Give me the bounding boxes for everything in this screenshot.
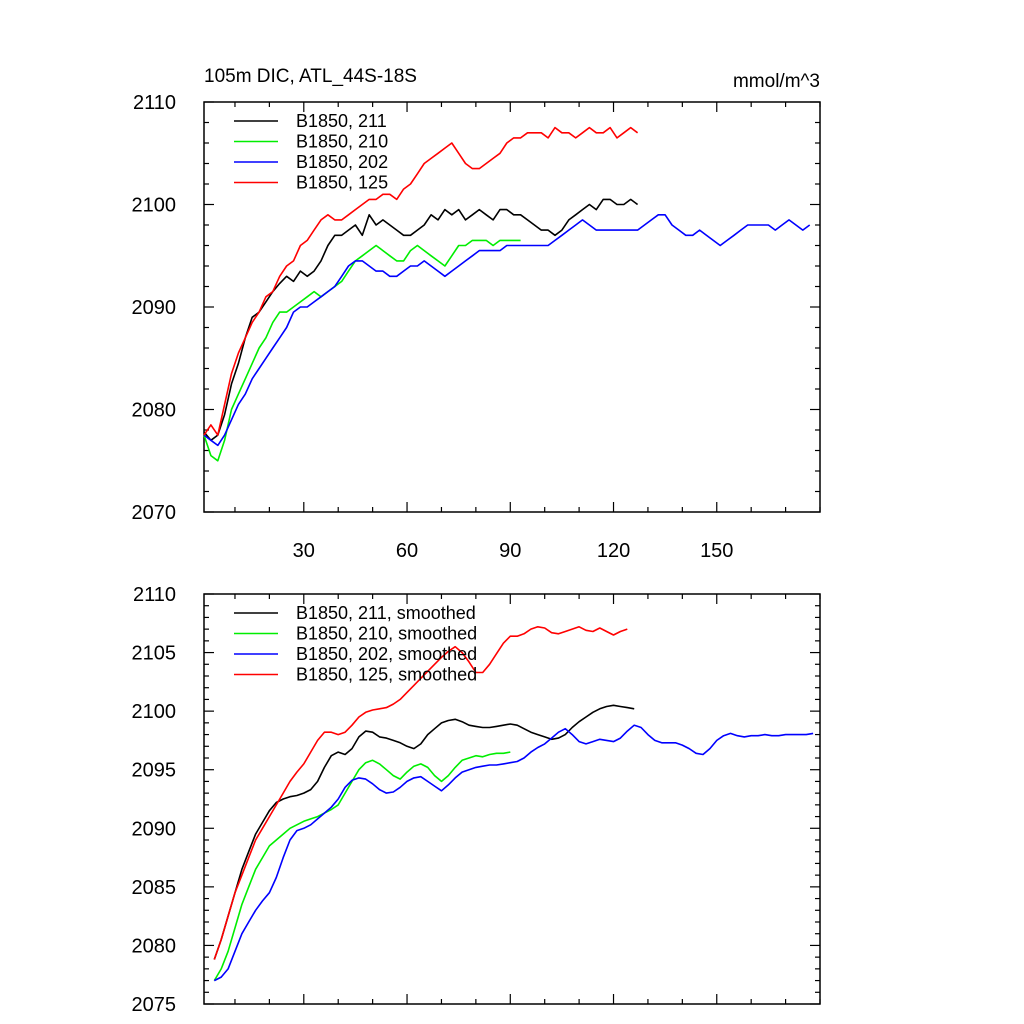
series-line-b1850-202	[203, 214, 811, 447]
top-plot-area: 2070 2080 2090 2100 2110 30 60 90 120 150 B1850, 2…	[132, 92, 821, 562]
legend-label: B1850, 210, smoothed	[296, 624, 477, 644]
x-tick-label: 150	[700, 540, 733, 562]
x-tick-label: 120	[597, 540, 630, 562]
y-tick-label: 2110	[133, 92, 176, 114]
legend-label: B1850, 125, smoothed	[296, 665, 477, 685]
series-line-b1850-210-smoothed	[213, 751, 511, 982]
legend-label: B1850, 210	[296, 132, 388, 152]
series-line-b1850-211-smoothed	[213, 704, 635, 960]
y-tick-label: 2085	[132, 877, 177, 899]
y-tick-label: 2075	[132, 994, 177, 1016]
top-panel: 105m DIC, ATL_44S-18S mmol/m^3 207020802…	[132, 66, 821, 562]
y-tick-label: 2070	[132, 502, 177, 524]
chart-title: 105m DIC, ATL_44S-18S	[204, 66, 417, 87]
series-line-b1850-210	[203, 239, 521, 462]
plot-frame	[203, 593, 821, 1005]
y-tick-label: 2100	[132, 195, 177, 217]
y-tick-label: 2110	[133, 584, 176, 606]
y-tick-label: 2095	[132, 760, 177, 782]
x-tick-label: 90	[499, 540, 521, 562]
x-tick-label: 30	[293, 540, 315, 562]
legend-label: B1850, 211, smoothed	[296, 603, 476, 623]
series-line-b1850-202-smoothed	[213, 724, 814, 982]
y-tick-label: 2105	[132, 643, 177, 665]
y-tick-label: 2080	[132, 400, 177, 422]
series-line-b1850-211	[203, 198, 639, 442]
legend-label: B1850, 211	[296, 111, 387, 131]
y-tick-label: 2080	[132, 935, 177, 957]
y-tick-label: 2090	[132, 818, 177, 840]
y-tick-label: 2090	[132, 297, 177, 319]
x-tick-label: 60	[396, 540, 418, 562]
units-label: mmol/m^3	[733, 71, 820, 92]
bottom-plot-area: 2075 2080 2085 2090 2095 2100 2105 2110 B1850, 2…	[132, 584, 821, 1016]
y-tick-label: 2100	[132, 701, 177, 723]
series-line-b1850-125-smoothed	[213, 625, 628, 960]
bottom-panel: 2075 2080 2085 2090 2095 2100 2105 2110 B1850, 2…	[132, 584, 821, 1016]
series-line-b1850-125	[203, 126, 639, 436]
legend-label: B1850, 202, smoothed	[296, 644, 477, 664]
legend-label: B1850, 125	[296, 173, 388, 193]
legend-label: B1850, 202	[296, 152, 388, 172]
